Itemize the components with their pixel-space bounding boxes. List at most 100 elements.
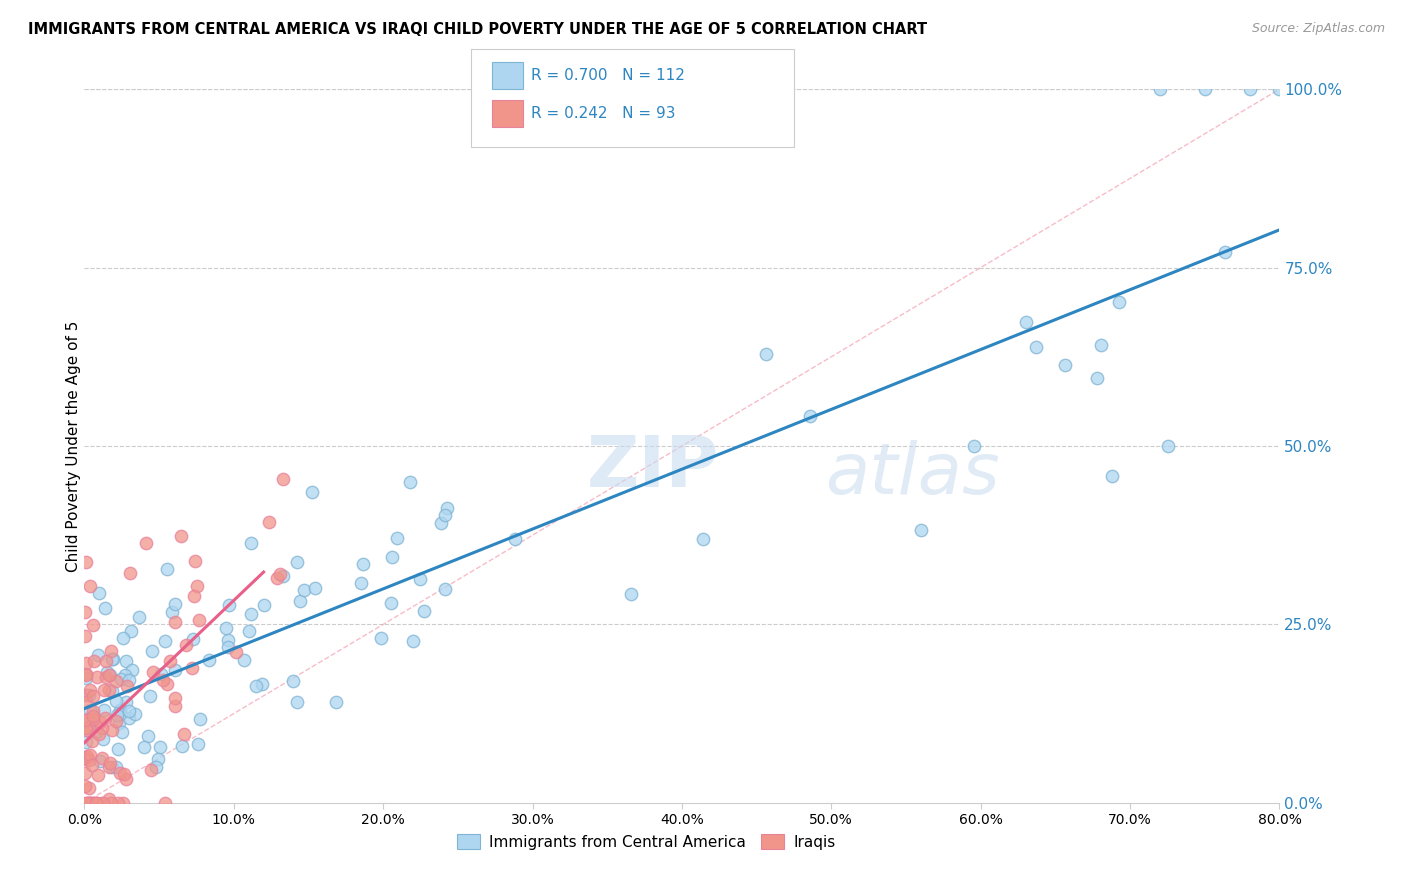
Point (910, 523, 932, 537)
Point (114, 654, 136, 668)
Point (76, 796, 98, 810)
Point (128, 610, 150, 624)
Point (159, 654, 181, 668)
Point (271, 569, 294, 583)
Point (252, 598, 274, 612)
Point (250, 677, 273, 691)
Point (86, 670, 108, 684)
Point (100, 644, 122, 658)
Point (183, 553, 205, 567)
Point (79, 703, 101, 717)
Point (141, 644, 163, 658)
Point (75, 713, 97, 727)
Point (75, 722, 97, 736)
Point (233, 653, 256, 667)
Point (101, 723, 124, 737)
Text: Source: ZipAtlas.com: Source: ZipAtlas.com (1251, 22, 1385, 36)
Point (1085, 371, 1108, 385)
Point (101, 651, 124, 665)
Point (218, 598, 240, 612)
Point (1108, 295, 1130, 310)
Point (108, 715, 131, 730)
Point (370, 631, 392, 645)
Point (174, 638, 197, 652)
Point (1053, 359, 1076, 373)
Point (75, 555, 97, 569)
Point (75, 796, 97, 810)
Point (156, 676, 179, 690)
Point (101, 684, 124, 698)
Point (1015, 314, 1038, 328)
Point (187, 613, 209, 627)
Point (75, 688, 97, 702)
Point (165, 691, 187, 706)
Point (181, 632, 204, 647)
Point (86, 768, 108, 782)
Point (97, 682, 120, 697)
Point (215, 621, 238, 635)
Point (117, 711, 139, 725)
Point (75, 751, 97, 765)
Point (163, 597, 186, 611)
Point (104, 673, 127, 688)
Point (94, 710, 117, 724)
Point (503, 532, 526, 546)
Point (112, 767, 135, 781)
Point (90, 796, 112, 810)
Point (94, 670, 117, 684)
Point (245, 679, 267, 693)
Point (93, 600, 115, 615)
Point (692, 532, 714, 546)
Point (325, 695, 347, 709)
Point (145, 760, 167, 774)
Point (1239, 82, 1261, 96)
Point (91, 750, 114, 764)
Point (266, 571, 288, 585)
Point (380, 596, 402, 610)
Point (117, 704, 139, 718)
Point (76, 796, 98, 810)
Point (105, 694, 128, 708)
Point (82, 709, 104, 723)
Point (82, 758, 104, 772)
Point (799, 409, 821, 423)
Point (75, 667, 97, 681)
Point (1090, 338, 1112, 352)
Point (79, 683, 101, 698)
Point (101, 760, 124, 774)
Legend: Immigrants from Central America, Iraqis: Immigrants from Central America, Iraqis (451, 828, 841, 855)
Point (105, 714, 128, 728)
Point (112, 796, 135, 810)
Point (79, 748, 101, 763)
Point (100, 796, 122, 810)
Point (285, 695, 308, 709)
Point (100, 668, 122, 682)
Point (304, 581, 326, 595)
Point (87, 648, 110, 662)
Text: R = 0.700   N = 112: R = 0.700 N = 112 (531, 69, 685, 83)
Point (186, 579, 208, 593)
Point (114, 772, 136, 786)
Point (257, 516, 280, 530)
Text: IMMIGRANTS FROM CENTRAL AMERICA VS IRAQI CHILD POVERTY UNDER THE AGE OF 5 CORREL: IMMIGRANTS FROM CENTRAL AMERICA VS IRAQI… (28, 22, 927, 37)
Point (1025, 340, 1047, 354)
Point (1149, 82, 1171, 96)
Point (96, 665, 118, 680)
Point (436, 500, 458, 515)
Point (77, 688, 100, 702)
Point (352, 558, 374, 572)
Point (238, 624, 260, 638)
Point (150, 666, 173, 681)
Point (107, 796, 129, 810)
Point (163, 615, 186, 629)
Point (84, 796, 107, 810)
Point (89, 715, 111, 730)
Point (385, 531, 408, 545)
Point (962, 440, 984, 454)
Point (217, 632, 239, 647)
Point (188, 712, 211, 726)
Point (1268, 82, 1291, 96)
Point (180, 660, 202, 674)
Point (217, 640, 239, 655)
Point (79, 796, 101, 810)
